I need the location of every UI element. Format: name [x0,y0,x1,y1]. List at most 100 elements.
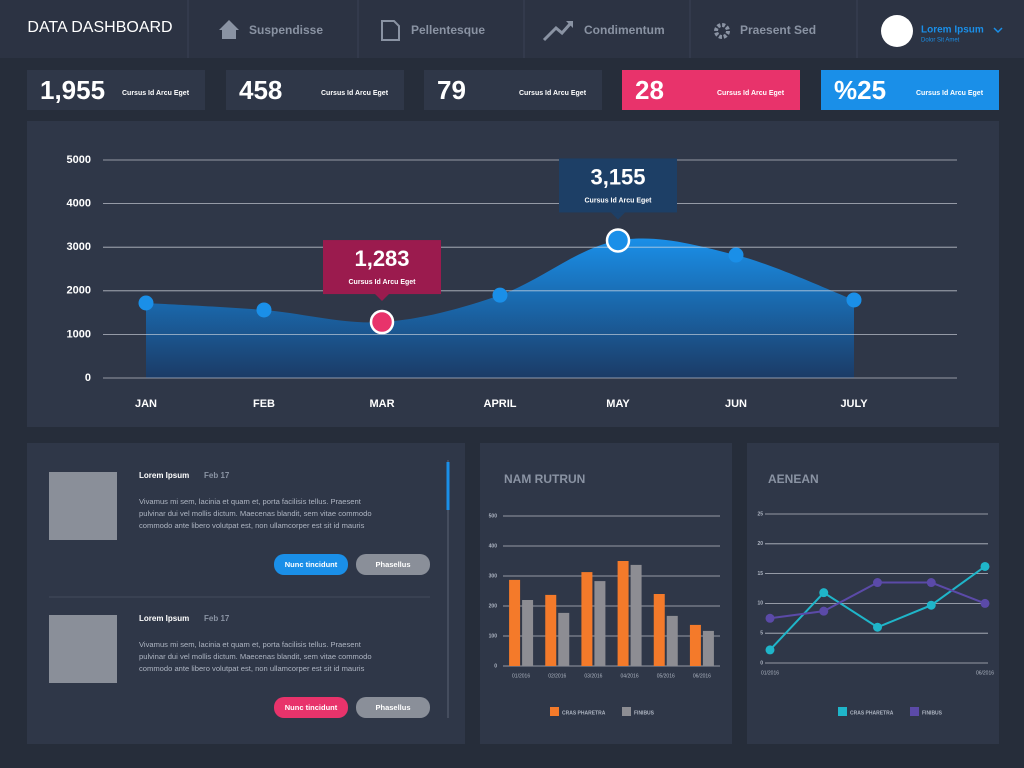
bar [558,612,570,666]
post-button[interactable] [274,554,348,575]
line-point [926,600,936,610]
y-tick-label: 100 [489,633,498,639]
nav-item[interactable]: Pellentesque [411,23,485,37]
x-tick-label: 06/2016 [976,670,994,676]
line-point [980,561,990,571]
line-point [765,613,775,623]
y-tick-label: 500 [489,513,498,519]
post-body: pulvinar dui vel mollis dictum. Maecenas… [139,509,372,518]
callout-box [559,158,677,213]
main-chart-panel [27,121,999,427]
callout-arrow [611,212,625,220]
y-tick-label: 25 [757,511,763,517]
y-tick-label: 0 [760,660,763,666]
bar [581,572,593,666]
user-name[interactable]: Lorem Ipsum [921,25,984,36]
x-tick-label: 06/2016 [693,673,711,679]
y-tick-label: 2000 [67,285,91,297]
data-point [605,228,631,253]
post-body: pulvinar dui vel mollis dictum. Maecenas… [139,652,372,661]
line-point [873,622,882,632]
bar [630,564,642,666]
y-tick-label: 0 [494,663,497,669]
post-body: Vivamus mi sem, lacinia et quam et, port… [139,640,362,649]
post-button-label[interactable]: Phasellus [375,560,410,569]
callout-box [323,240,441,295]
doc-icon[interactable] [381,20,400,41]
data-point [728,247,744,263]
x-tick-label: 05/2016 [657,673,675,679]
post-image [49,615,117,683]
data-point [846,292,862,308]
bar [522,600,534,666]
x-tick-label: 04/2016 [621,673,639,679]
bar [666,615,678,666]
line-point [765,645,775,655]
stat-label: Cursus Id Arcu Eget [519,90,587,97]
nav-item[interactable]: Condimentum [584,23,665,37]
avatar[interactable] [881,15,913,47]
post-button[interactable] [356,554,430,575]
stat-value: 79 [437,75,466,105]
post-body: commodo ante libero volutpat est, non ul… [139,521,365,530]
y-tick-label: 0 [85,372,91,384]
nav-item[interactable]: Suspendisse [249,23,323,37]
post-button-label[interactable]: Nunc tincidunt [285,703,338,712]
x-tick-label: 02/2016 [548,673,566,679]
y-tick-label: 4000 [67,198,91,210]
user-dropdown[interactable] [993,27,1003,34]
home-icon[interactable] [219,20,239,39]
post-button[interactable] [274,697,348,718]
stat-value: 1,955 [40,75,105,105]
chart-title: NAM RUTRUN [504,472,585,486]
y-tick-label: 15 [757,571,763,577]
line-point [819,588,829,598]
nav-item[interactable]: Praesent Sed [740,23,816,37]
stat-card [424,70,602,110]
bar-chart-panel [480,443,732,744]
y-tick-label: 400 [489,543,498,549]
x-tick-label: JULY [840,398,868,410]
bar [702,630,714,666]
y-tick-label: 1000 [67,328,91,340]
stat-card [226,70,404,110]
post-button[interactable] [356,697,430,718]
bar [617,561,629,666]
stat-card [821,70,999,110]
post-title: Lorem Ipsum [139,614,189,623]
x-tick-label: MAY [606,398,630,410]
line-point [819,606,829,616]
stat-label: Cursus Id Arcu Eget [122,90,190,97]
legend-label: FINIBUS [922,710,943,716]
stat-value: 28 [635,75,664,105]
callout-text: Cursus Id Arcu Eget [584,197,652,204]
x-tick-label: 01/2016 [512,673,530,679]
bar [689,624,701,666]
x-tick-label: FEB [253,398,275,410]
x-tick-label: MAR [369,398,394,410]
legend-label: CRAS PHARETRA [562,710,606,716]
stat-value: %25 [834,75,886,105]
x-tick-label: APRIL [484,398,517,410]
callout-arrow [375,294,389,302]
y-tick-label: 5000 [67,154,91,166]
post-button-label[interactable]: Phasellus [375,703,410,712]
bar [545,594,557,666]
line-point [926,578,936,588]
chart-title: AENEAN [768,472,819,486]
app-title: DATA DASHBOARD [27,19,172,36]
y-tick-label: 3000 [67,241,91,253]
post-date: Feb 17 [204,614,230,623]
trend-icon[interactable] [542,23,572,42]
stat-card [27,70,205,110]
y-tick-label: 300 [489,573,498,579]
data-point [138,295,154,311]
line-point [980,598,990,608]
user-subtitle: Dolor Sit Amet [921,38,960,44]
data-point [492,287,508,303]
post-button-label[interactable]: Nunc tincidunt [285,560,338,569]
gear-icon[interactable] [714,23,730,39]
y-tick-label: 10 [757,601,763,607]
